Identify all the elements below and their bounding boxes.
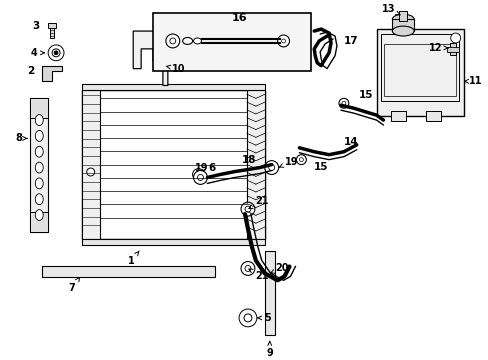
Circle shape	[264, 161, 278, 175]
Bar	[390, 111, 406, 121]
Circle shape	[244, 314, 251, 322]
Ellipse shape	[391, 14, 413, 24]
Text: 8: 8	[15, 133, 27, 143]
Bar	[384, 44, 455, 96]
Circle shape	[299, 158, 303, 162]
Circle shape	[338, 98, 348, 108]
Circle shape	[281, 39, 285, 43]
Text: 4: 4	[31, 48, 44, 58]
Circle shape	[197, 175, 203, 180]
Bar	[264, 251, 274, 335]
Bar	[30, 212, 48, 232]
Polygon shape	[42, 66, 62, 81]
Circle shape	[296, 155, 305, 165]
Text: 21: 21	[248, 196, 268, 208]
Text: 3: 3	[32, 21, 40, 31]
Text: 16: 16	[232, 13, 247, 23]
Bar	[153, 13, 311, 71]
Text: 5: 5	[257, 313, 270, 323]
Text: 10: 10	[166, 64, 185, 74]
Ellipse shape	[183, 37, 192, 44]
Circle shape	[86, 168, 95, 176]
Text: 21: 21	[248, 269, 268, 282]
Ellipse shape	[35, 178, 43, 189]
Bar	[446, 47, 458, 52]
Text: 19: 19	[194, 163, 207, 172]
Text: 17: 17	[343, 36, 358, 46]
Text: 15: 15	[358, 90, 372, 100]
Circle shape	[192, 168, 204, 180]
Ellipse shape	[35, 146, 43, 157]
Text: 19: 19	[279, 157, 298, 167]
Bar	[246, 90, 264, 239]
Text: 13: 13	[381, 4, 400, 15]
Bar	[425, 111, 440, 121]
Polygon shape	[133, 31, 167, 85]
Circle shape	[268, 165, 274, 171]
Circle shape	[52, 49, 60, 57]
Ellipse shape	[35, 162, 43, 173]
Circle shape	[239, 309, 256, 327]
Circle shape	[169, 38, 175, 44]
Ellipse shape	[35, 114, 43, 126]
Circle shape	[277, 35, 289, 47]
Circle shape	[193, 171, 207, 184]
Ellipse shape	[391, 26, 413, 36]
Text: 9: 9	[266, 341, 272, 357]
Bar	[50, 28, 54, 38]
Circle shape	[165, 34, 180, 48]
Ellipse shape	[35, 130, 43, 141]
Text: 14: 14	[343, 137, 358, 147]
Text: 11: 11	[464, 76, 481, 86]
Ellipse shape	[35, 194, 43, 204]
Circle shape	[450, 33, 460, 43]
Text: 6: 6	[208, 163, 215, 172]
Bar	[399, 11, 407, 21]
Bar	[81, 90, 100, 239]
Text: 7: 7	[68, 278, 80, 293]
Circle shape	[241, 261, 254, 275]
Text: 1: 1	[128, 251, 139, 266]
Circle shape	[54, 51, 58, 55]
Bar	[391, 19, 413, 31]
Bar	[449, 43, 455, 55]
Bar	[381, 34, 458, 101]
Ellipse shape	[193, 38, 201, 44]
Circle shape	[48, 45, 64, 61]
Bar	[30, 98, 48, 118]
Text: 2: 2	[27, 66, 35, 76]
Circle shape	[241, 202, 254, 216]
Text: 12: 12	[428, 43, 447, 53]
Text: 20: 20	[270, 264, 288, 274]
Text: 18: 18	[242, 155, 256, 165]
Bar	[376, 29, 463, 116]
Bar	[30, 98, 48, 232]
Bar	[81, 90, 264, 239]
Circle shape	[244, 265, 250, 271]
Bar	[81, 85, 264, 90]
Bar	[42, 266, 215, 277]
Circle shape	[196, 172, 200, 176]
Circle shape	[244, 206, 250, 212]
Text: 15: 15	[314, 162, 328, 172]
Bar	[81, 239, 264, 245]
Circle shape	[341, 101, 345, 105]
Ellipse shape	[35, 210, 43, 220]
Bar	[48, 23, 56, 28]
